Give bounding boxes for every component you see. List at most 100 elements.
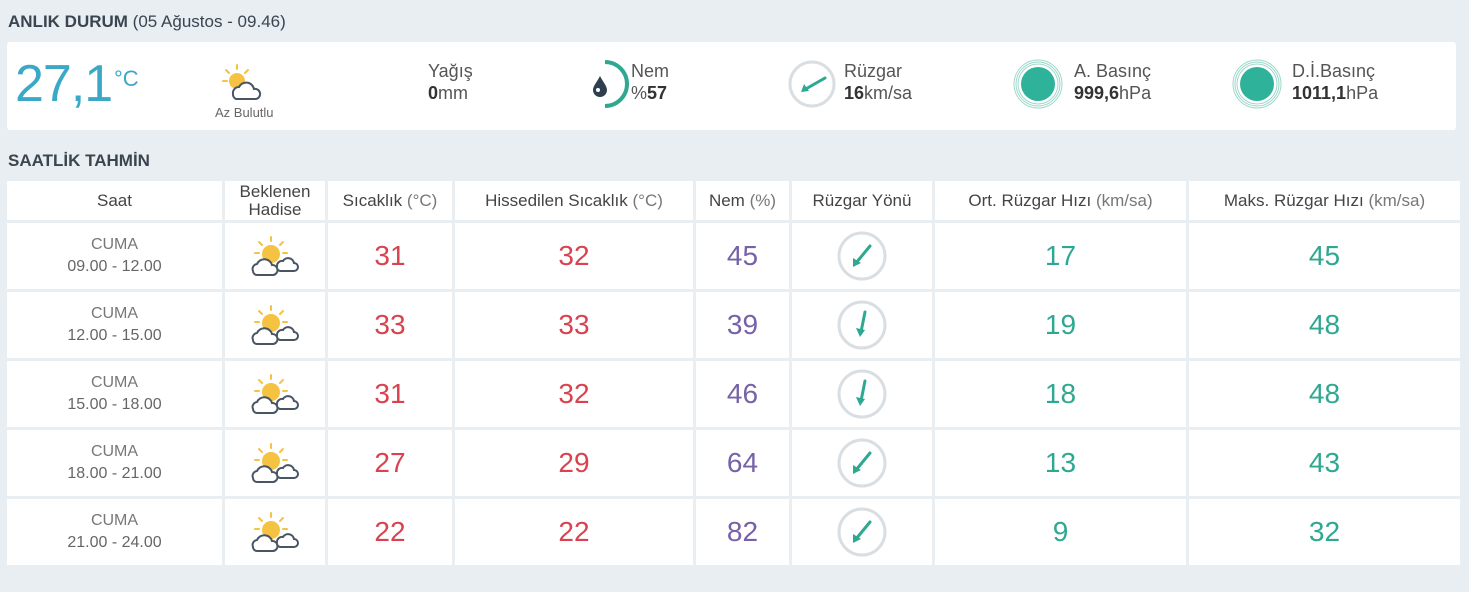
- current-heading: ANLIK DURUM: [8, 12, 128, 31]
- event-cell: [225, 361, 325, 427]
- temperature-value: 22: [374, 516, 406, 547]
- time-cell: CUMA 21.00 - 24.00: [7, 499, 222, 565]
- max-wind-value: 48: [1308, 309, 1341, 340]
- row-time-range: 18.00 - 21.00: [67, 465, 162, 482]
- hourly-forecast-table: Saat Beklenen Hadise Sıcaklık (°C) Hissed…: [7, 181, 1460, 565]
- max-wind-cell: 48: [1189, 292, 1460, 358]
- hourly-forecast-title: SAATLİK TAHMİN: [8, 151, 150, 170]
- feels-like-cell: 32: [455, 361, 693, 427]
- temperature-value: 33: [374, 309, 406, 340]
- partly-cloudy-icon: [249, 442, 301, 484]
- avg-wind-value: 17: [1044, 240, 1077, 271]
- pressure-value: 999,6hPa: [1074, 83, 1152, 103]
- max-wind-cell: 32: [1189, 499, 1460, 565]
- wind-value: 16km/sa: [844, 83, 913, 103]
- current-condition-label: Az Bulutlu: [215, 105, 274, 120]
- temperature-cell: 27: [328, 430, 452, 496]
- event-cell: [225, 292, 325, 358]
- temperature-value: 27: [374, 447, 406, 478]
- wind-direction-cell: [792, 430, 932, 496]
- header-feels-like: Hissedilen Sıcaklık (°C): [455, 181, 693, 220]
- temperature-cell: 31: [328, 223, 452, 289]
- feels-like-value: 29: [558, 447, 590, 478]
- temperature-cell: 33: [328, 292, 452, 358]
- humidity-label: Nem: [631, 61, 670, 81]
- humidity-value: 46: [726, 378, 759, 409]
- humidity-cell: 39: [696, 292, 789, 358]
- wind-direction-icon: [836, 437, 888, 489]
- current-conditions-title: ANLIK DURUM (05 Ağustos - 09.46): [8, 12, 286, 32]
- sea-pressure-metric: D.İ.Basınç 1011,1hPa: [1292, 60, 1378, 104]
- event-cell: [225, 430, 325, 496]
- row-time-range: 21.00 - 24.00: [67, 534, 162, 551]
- rain-value: 0mm: [428, 83, 469, 103]
- header-time: Saat: [7, 181, 222, 220]
- header-avg-wind: Ort. Rüzgar Hızı (km/sa): [935, 181, 1186, 220]
- wind-direction-icon: [787, 58, 837, 110]
- partly-cloudy-icon: [219, 62, 265, 102]
- partly-cloudy-icon: [249, 304, 301, 346]
- rain-label: Yağış: [428, 61, 473, 81]
- avg-wind-cell: 13: [935, 430, 1186, 496]
- row-day: CUMA: [90, 512, 139, 529]
- max-wind-value: 32: [1308, 516, 1341, 547]
- row-time-range: 09.00 - 12.00: [67, 258, 162, 275]
- humidity-drop-icon: [585, 58, 635, 110]
- feels-like-value: 33: [558, 309, 590, 340]
- temperature-value: 31: [374, 240, 406, 271]
- avg-wind-value: 9: [1052, 516, 1069, 547]
- current-date: (05 Ağustos - 09.46): [132, 12, 286, 31]
- feels-like-value: 32: [558, 378, 590, 409]
- temperature-value: 31: [374, 378, 406, 409]
- sea-pressure-label: D.İ.Basınç: [1292, 61, 1376, 81]
- wind-direction-cell: [792, 499, 932, 565]
- avg-wind-value: 18: [1044, 378, 1077, 409]
- max-wind-value: 43: [1308, 447, 1341, 478]
- wind-direction-icon: [836, 299, 888, 351]
- pressure-label: A. Basınç: [1074, 61, 1152, 81]
- avg-wind-cell: 17: [935, 223, 1186, 289]
- feels-like-cell: 22: [455, 499, 693, 565]
- humidity-value: 39: [726, 309, 759, 340]
- humidity-cell: 45: [696, 223, 789, 289]
- wind-label: Rüzgar: [844, 61, 903, 81]
- max-wind-value: 45: [1308, 240, 1341, 271]
- temperature-cell: 22: [328, 499, 452, 565]
- event-cell: [225, 223, 325, 289]
- max-wind-cell: 45: [1189, 223, 1460, 289]
- row-day: CUMA: [90, 374, 139, 391]
- humidity-metric: Nem %57: [631, 60, 669, 104]
- avg-wind-value: 13: [1044, 447, 1077, 478]
- max-wind-cell: 48: [1189, 361, 1460, 427]
- feels-like-cell: 32: [455, 223, 693, 289]
- wind-direction-icon: [836, 506, 888, 558]
- max-wind-value: 48: [1308, 378, 1341, 409]
- avg-wind-cell: 9: [935, 499, 1186, 565]
- temperature-cell: 31: [328, 361, 452, 427]
- rain-metric: Yağış 0mm: [428, 60, 473, 104]
- time-cell: CUMA 18.00 - 21.00: [7, 430, 222, 496]
- feels-like-cell: 29: [455, 430, 693, 496]
- header-wind-direction: Rüzgar Yönü: [792, 181, 932, 220]
- current-conditions-card: 27,1 °C Az Bulutlu Yağış 0mm Nem %57: [7, 42, 1456, 130]
- sea-pressure-icon: [1232, 58, 1282, 110]
- wind-direction-cell: [792, 361, 932, 427]
- current-temperature: 27,1: [15, 55, 113, 113]
- humidity-cell: 82: [696, 499, 789, 565]
- pressure-icon: [1013, 58, 1063, 110]
- wind-metric: Rüzgar 16km/sa: [844, 60, 912, 104]
- avg-wind-cell: 19: [935, 292, 1186, 358]
- wind-direction-cell: [792, 223, 932, 289]
- partly-cloudy-icon: [249, 235, 301, 277]
- pressure-metric: A. Basınç 999,6hPa: [1074, 60, 1151, 104]
- row-time-range: 12.00 - 15.00: [67, 327, 162, 344]
- header-humidity: Nem (%): [696, 181, 789, 220]
- wind-direction-cell: [792, 292, 932, 358]
- humidity-cell: 46: [696, 361, 789, 427]
- header-max-wind: Maks. Rüzgar Hızı (km/sa): [1189, 181, 1460, 220]
- humidity-cell: 64: [696, 430, 789, 496]
- feels-like-value: 32: [558, 240, 590, 271]
- humidity-value: %57: [631, 83, 668, 103]
- time-cell: CUMA 15.00 - 18.00: [7, 361, 222, 427]
- row-time-range: 15.00 - 18.00: [67, 396, 162, 413]
